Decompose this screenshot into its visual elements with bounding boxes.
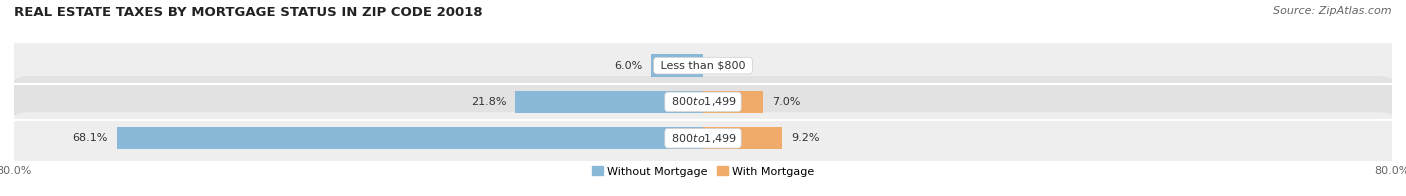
Bar: [515, 91, 703, 113]
Text: 0.0%: 0.0%: [711, 61, 740, 71]
Text: 7.0%: 7.0%: [772, 97, 800, 107]
Text: $800 to $1,499: $800 to $1,499: [668, 95, 738, 108]
Bar: [703, 91, 763, 113]
Text: 68.1%: 68.1%: [73, 133, 108, 143]
Text: Source: ZipAtlas.com: Source: ZipAtlas.com: [1274, 6, 1392, 16]
Text: Less than $800: Less than $800: [657, 61, 749, 71]
Text: REAL ESTATE TAXES BY MORTGAGE STATUS IN ZIP CODE 20018: REAL ESTATE TAXES BY MORTGAGE STATUS IN …: [14, 6, 482, 19]
Text: 6.0%: 6.0%: [614, 61, 643, 71]
Text: $800 to $1,499: $800 to $1,499: [668, 132, 738, 145]
Bar: [651, 54, 703, 77]
Text: 9.2%: 9.2%: [790, 133, 820, 143]
Text: 21.8%: 21.8%: [471, 97, 506, 107]
Bar: [117, 127, 703, 150]
Legend: Without Mortgage, With Mortgage: Without Mortgage, With Mortgage: [588, 162, 818, 181]
Bar: [703, 127, 782, 150]
